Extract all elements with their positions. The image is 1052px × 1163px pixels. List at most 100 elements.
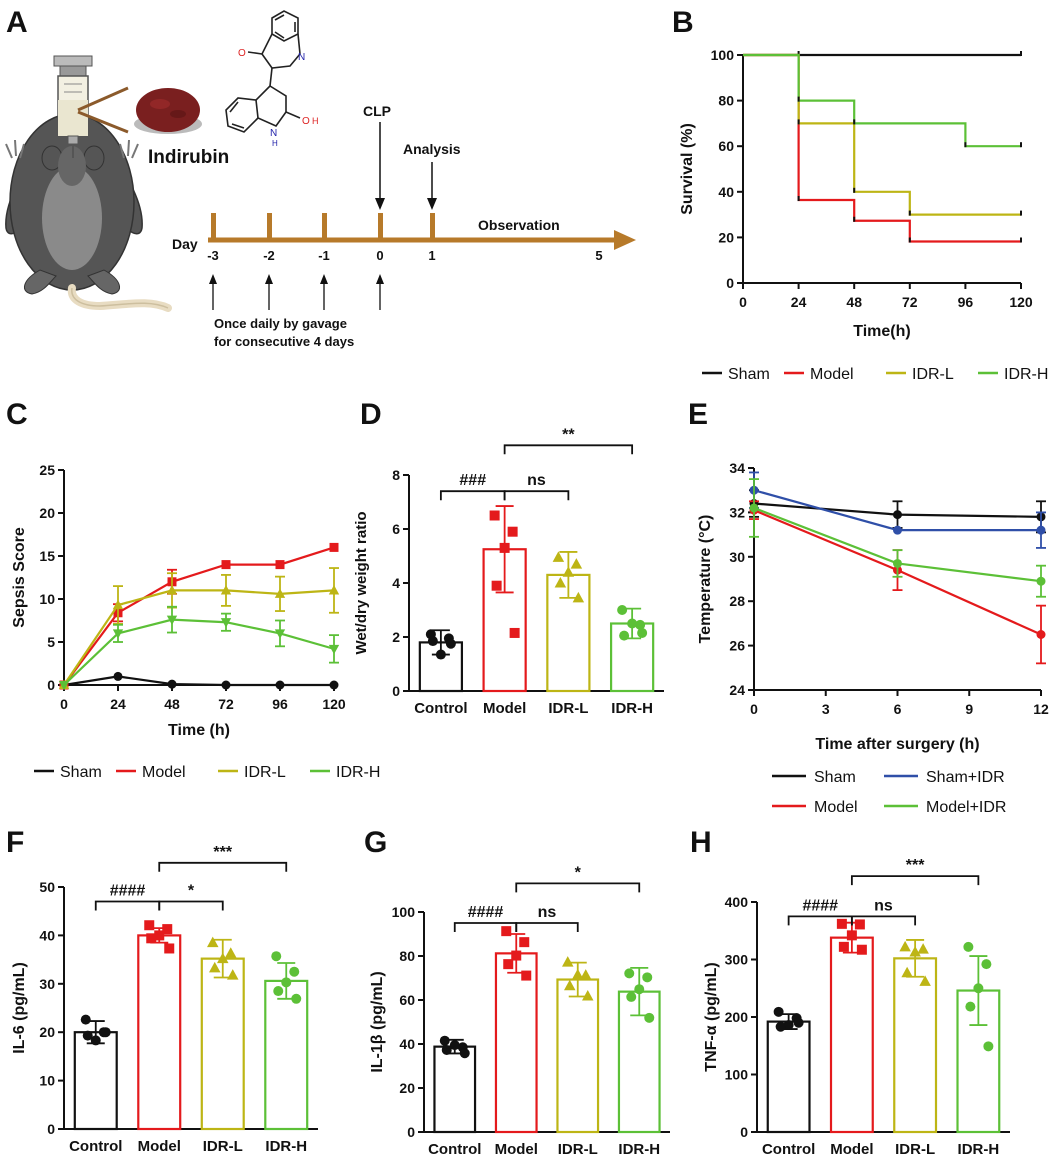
y-tick-label: 20 bbox=[39, 1024, 55, 1040]
y-tick-label: 100 bbox=[725, 1067, 749, 1083]
y-tick-label: 40 bbox=[718, 184, 734, 200]
y-tick-label: 60 bbox=[718, 138, 734, 154]
x-tick-label: Model bbox=[483, 700, 526, 717]
x-tick-label: 12 bbox=[1033, 701, 1049, 717]
significance-label: ** bbox=[562, 426, 575, 443]
data-point bbox=[217, 952, 229, 964]
day-tick: 0 bbox=[376, 248, 383, 263]
significance-label: #### bbox=[468, 904, 504, 921]
data-point bbox=[617, 605, 628, 615]
data-point bbox=[507, 526, 518, 537]
y-tick-label: 0 bbox=[726, 275, 734, 291]
panel-label-b: B bbox=[672, 6, 694, 39]
data-point bbox=[291, 993, 302, 1004]
chart-e: 24 26 28 30 32 34 Temperature (°C) 0 3 6 9 12 Time a… bbox=[697, 460, 1049, 816]
significance-bracket bbox=[515, 882, 641, 893]
observation-label: Observation bbox=[478, 217, 560, 233]
data-point bbox=[154, 930, 165, 941]
data-point bbox=[572, 968, 584, 980]
x-tick-label: 0 bbox=[60, 696, 68, 712]
y-tick-label: 28 bbox=[729, 593, 745, 609]
data-point bbox=[441, 1044, 452, 1055]
chart-b: 0 20 40 60 80 100 Survival (%) 0 24 48 72 96 120 Time… bbox=[679, 47, 1048, 383]
data-point bbox=[289, 966, 300, 977]
chem-atom-n: N bbox=[270, 128, 277, 139]
data-point bbox=[82, 1030, 93, 1041]
data-point bbox=[580, 969, 592, 980]
y-tick-label: 10 bbox=[39, 1073, 55, 1089]
y-tick-label: 10 bbox=[39, 591, 55, 607]
panel-label-g: G bbox=[364, 826, 387, 859]
y-tick-label: 24 bbox=[729, 682, 745, 698]
data-point bbox=[166, 615, 178, 626]
significance-bracket bbox=[515, 922, 579, 932]
day-tick: 1 bbox=[428, 248, 435, 263]
legend-label: Sham bbox=[728, 366, 770, 383]
gavage-text: Once daily by gavage bbox=[214, 316, 347, 331]
x-tick-label: IDR-L bbox=[203, 1138, 243, 1155]
significance-label: ns bbox=[527, 472, 546, 489]
data-point bbox=[489, 510, 500, 521]
data-point bbox=[572, 591, 585, 603]
significance-bracket bbox=[94, 900, 161, 911]
panel-label-c: C bbox=[6, 398, 28, 431]
legend-label: Model bbox=[142, 764, 186, 781]
x-tick-label: 72 bbox=[902, 294, 918, 310]
y-tick-label: 300 bbox=[725, 952, 749, 968]
data-point bbox=[58, 680, 70, 691]
x-tick-label: IDR-H bbox=[611, 700, 653, 717]
data-point bbox=[564, 979, 576, 991]
day-tick: -1 bbox=[318, 248, 330, 263]
data-point bbox=[113, 671, 123, 681]
y-tick-label: 34 bbox=[729, 460, 745, 476]
data-point bbox=[511, 950, 522, 961]
pointer-line bbox=[77, 86, 129, 112]
x-tick-label: Control bbox=[762, 1141, 815, 1158]
x-tick-label: 9 bbox=[965, 701, 973, 717]
panel-label-h: H bbox=[690, 826, 712, 859]
x-tick-label: 120 bbox=[1009, 294, 1033, 310]
data-point bbox=[554, 577, 567, 588]
data-point bbox=[220, 618, 232, 628]
y-tick-label: 30 bbox=[729, 549, 745, 565]
legend-label: IDR-L bbox=[912, 366, 954, 383]
x-tick-label: Control bbox=[69, 1138, 122, 1155]
data-point bbox=[209, 961, 221, 973]
bar-control bbox=[766, 1020, 811, 1134]
y-tick-label: 30 bbox=[39, 976, 55, 992]
series-line-idr-h bbox=[743, 53, 1021, 148]
y-axis-label: Survival (%) bbox=[679, 123, 696, 215]
legend-label: IDR-H bbox=[1004, 366, 1048, 383]
x-tick-label: IDR-L bbox=[895, 1141, 935, 1158]
x-tick-label: 0 bbox=[750, 701, 758, 717]
legend-label: Model bbox=[814, 799, 858, 816]
y-tick-label: 2 bbox=[392, 629, 400, 645]
panel-label-a: A bbox=[6, 6, 28, 39]
x-tick-label: 0 bbox=[739, 294, 747, 310]
panel-label-f: F bbox=[6, 826, 24, 859]
data-point bbox=[893, 558, 902, 568]
y-tick-label: 60 bbox=[399, 992, 415, 1008]
data-point bbox=[893, 510, 902, 520]
data-point bbox=[899, 940, 911, 952]
data-point bbox=[503, 959, 514, 970]
timeline bbox=[208, 213, 636, 250]
x-axis-label: Time after surgery (h) bbox=[815, 736, 979, 753]
y-tick-label: 0 bbox=[740, 1124, 748, 1140]
data-point bbox=[220, 585, 232, 595]
data-point bbox=[909, 946, 921, 957]
data-point bbox=[519, 937, 530, 948]
y-tick-label: 15 bbox=[39, 548, 55, 564]
y-tick-label: 80 bbox=[718, 93, 734, 109]
data-point bbox=[166, 585, 178, 595]
data-point bbox=[562, 566, 575, 577]
data-point bbox=[274, 629, 286, 639]
panel-label-d: D bbox=[360, 398, 382, 431]
legend-label: IDR-H bbox=[336, 764, 380, 781]
data-point bbox=[626, 991, 637, 1002]
data-point bbox=[449, 1040, 460, 1051]
y-tick-label: 8 bbox=[392, 467, 400, 483]
data-point bbox=[225, 947, 237, 958]
significance-bracket bbox=[439, 490, 506, 501]
data-point bbox=[100, 1027, 111, 1038]
